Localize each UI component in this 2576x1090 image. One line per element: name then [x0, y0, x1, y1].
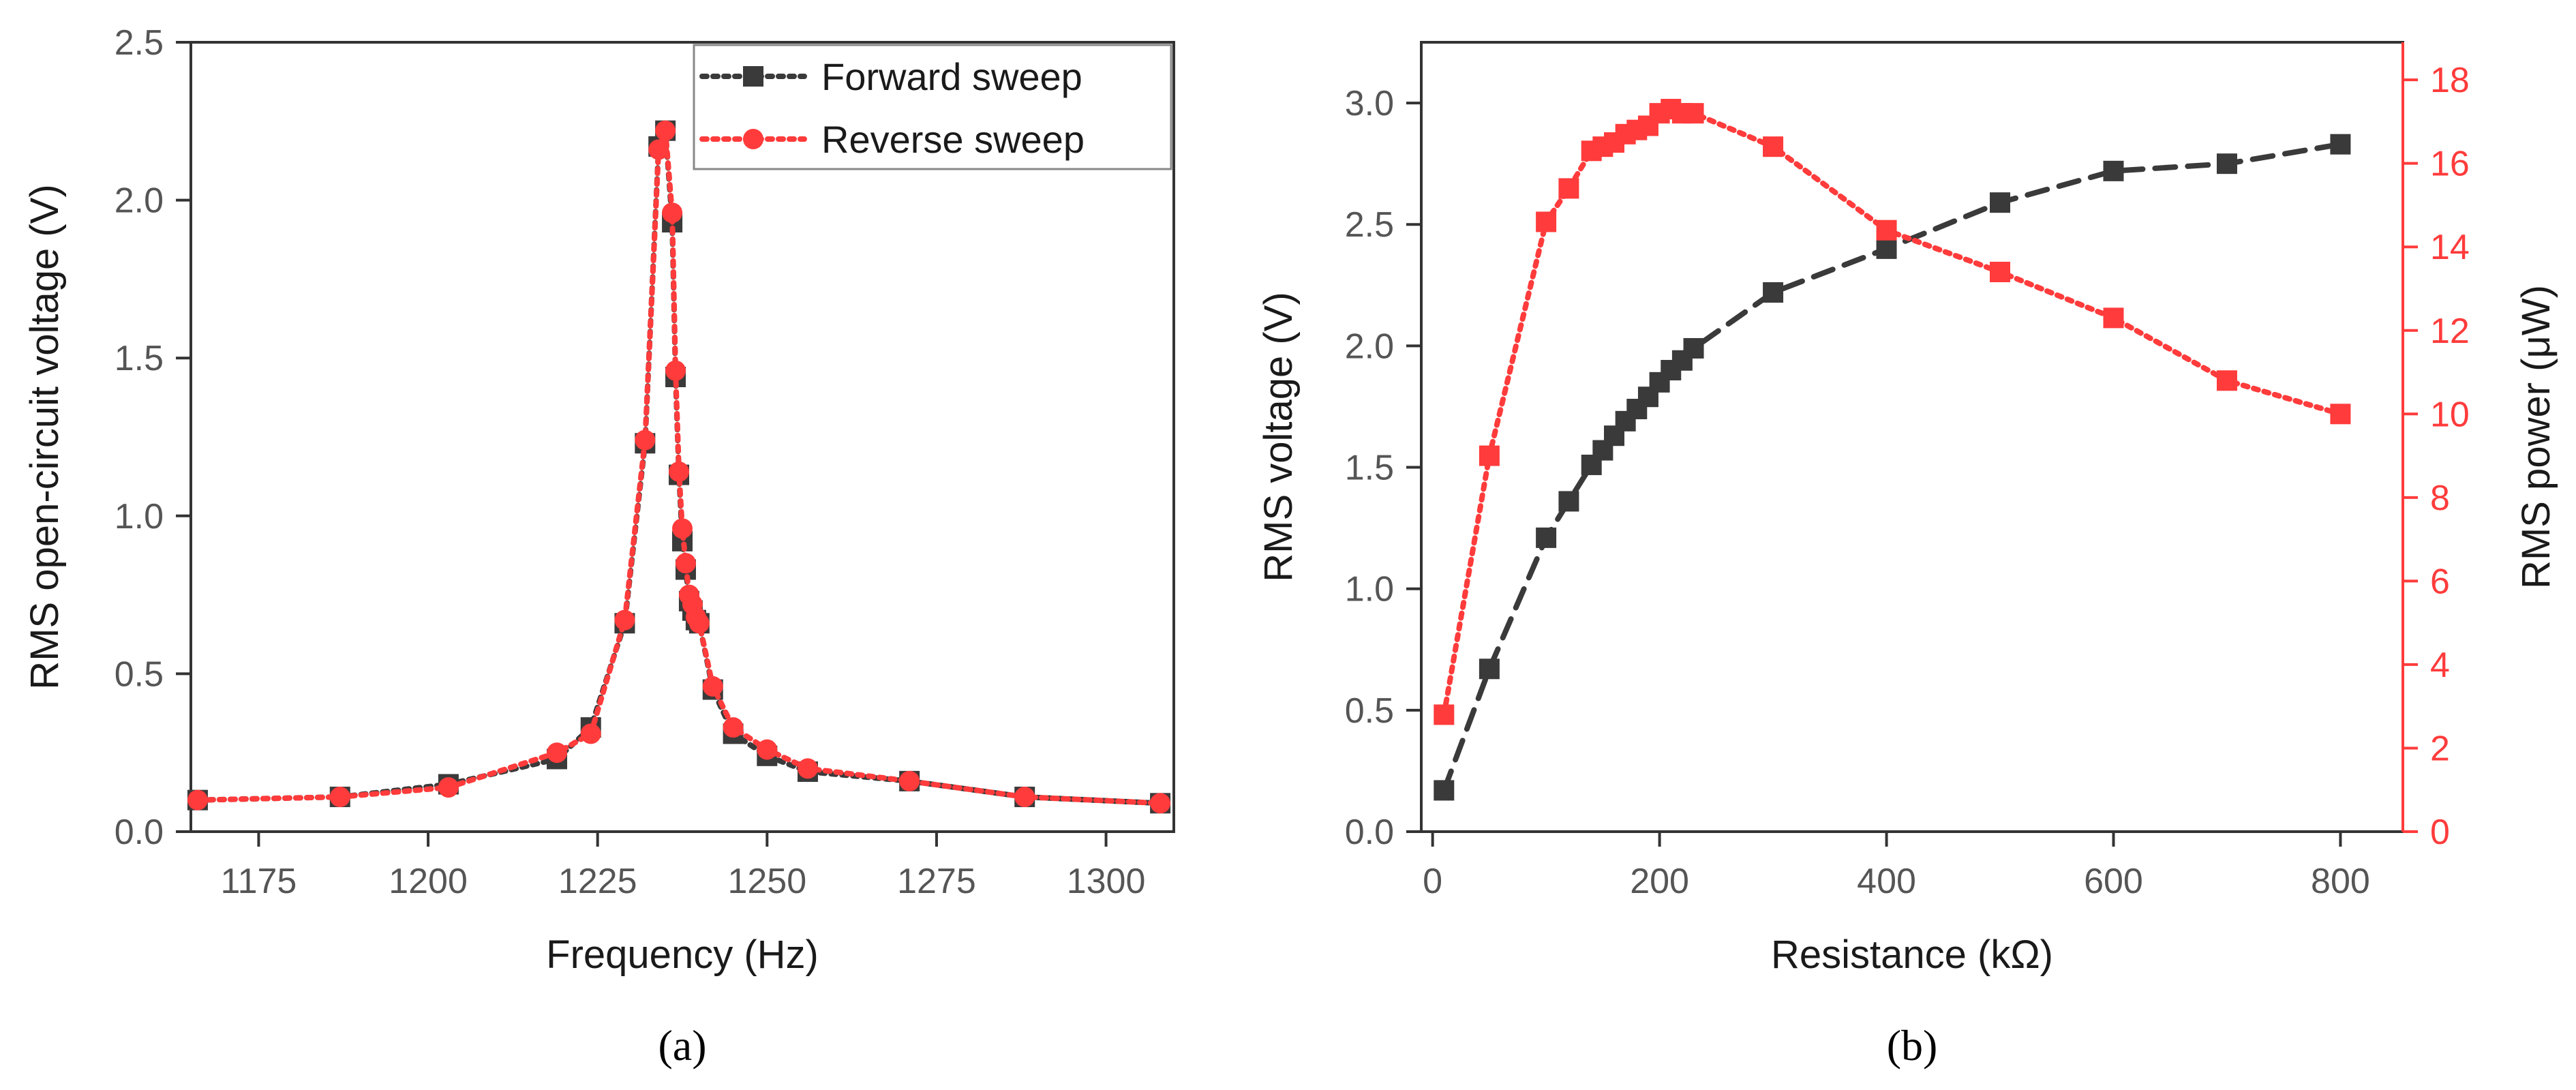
- panel-b-series-0-point-13: [1683, 337, 1704, 359]
- panel-b-x-tick-label-4: 800: [2311, 862, 2370, 901]
- panel-a-plot-frame: [190, 41, 1175, 833]
- panel-b-y-tick-label-4: 2.0: [1345, 327, 1394, 366]
- panel-b-series-0-point-2: [1536, 527, 1557, 548]
- panel-a-series-1-point-18: [702, 676, 723, 697]
- panel-b-series-1-point-16: [1990, 261, 2011, 282]
- panel-a-y-tick-label-5: 2.5: [115, 23, 164, 63]
- panel-a-series-1-point-20: [757, 739, 778, 760]
- panel-b-y2-tick-label-4: 8: [2430, 479, 2450, 518]
- panel-a-x-axis-label: Frequency (Hz): [546, 933, 819, 977]
- panel-a-y-tick-label-0: 0.0: [115, 813, 164, 852]
- panel-b-x-tick-label-1: 200: [1630, 862, 1689, 901]
- panel-a-y-tick-label-3: 1.5: [115, 339, 164, 378]
- panel-a-x-tick-label-3: 1250: [727, 862, 806, 901]
- panel-a-y-tick-label-2: 1.0: [115, 497, 164, 536]
- panel-b-y2-tick-label-7: 14: [2430, 228, 2470, 267]
- panel-a-series-1-point-5: [614, 609, 635, 631]
- panel-a-y-tick-label-1: 0.5: [115, 654, 164, 694]
- panel-a-series-1-point-24: [1150, 793, 1171, 814]
- panel-b-y-tick-label-1: 0.5: [1345, 691, 1394, 731]
- panel-a-legend-marker-1: [743, 129, 763, 149]
- panel-b-series-0-point-17: [2103, 160, 2124, 181]
- panel-b-y2-tick-label-1: 2: [2430, 729, 2450, 768]
- panel-b-series-1-point-0: [1434, 704, 1455, 725]
- panel-b-y-tick-label-3: 1.5: [1345, 449, 1394, 488]
- panel-a-series-1-point-11: [669, 461, 690, 482]
- panel-b-label: (b): [1887, 1021, 1938, 1070]
- panel-b-series-1-point-17: [2103, 307, 2124, 329]
- panel-a-series-1-point-1: [329, 787, 350, 808]
- panel-a-series-1-point-9: [662, 202, 683, 224]
- panel-b-left-y-axis-label: RMS voltage (V): [1256, 292, 1301, 581]
- panel-a-series-1-point-0: [187, 789, 208, 811]
- panel-b-y2-tick-label-0: 0: [2430, 813, 2450, 852]
- panel-b-y2-tick-label-8: 16: [2430, 145, 2470, 184]
- panel-b-series-0-point-0: [1434, 780, 1455, 801]
- panel-b-series-0-point-16: [1990, 192, 2011, 213]
- panel-b-series-1-point-13: [1683, 103, 1704, 124]
- panel-b-y2-tick-label-3: 6: [2430, 562, 2450, 601]
- panel-b-y2-tick-label-2: 4: [2430, 646, 2450, 685]
- panel-a-series-1-point-23: [1014, 787, 1035, 808]
- panel-b-series-1-point-18: [2216, 370, 2237, 391]
- panel-a-x-tick-label-1: 1200: [389, 862, 468, 901]
- panel-a-series-1-point-19: [723, 717, 744, 738]
- panel-b-y-tick-label-0: 0.0: [1345, 813, 1394, 852]
- panel-a-series-1-point-17: [688, 613, 710, 634]
- panel-a-series-1-point-3: [547, 742, 568, 763]
- panel-a-series-1-point-13: [675, 553, 696, 574]
- panel-b-series-1-point-3: [1558, 178, 1579, 199]
- panel-b-series-1-point-15: [1876, 219, 1897, 241]
- panel-a-legend: Forward sweep Reverse sweep: [693, 44, 1172, 170]
- panel-a-series-1-point-21: [797, 758, 818, 779]
- panel-a-legend-box: [693, 44, 1172, 170]
- panel-b-y2-tick-label-9: 18: [2430, 61, 2470, 100]
- panel-b-right-y-axis-label: RMS power (μW): [2514, 285, 2558, 589]
- panel-b-y2-tick-label-6: 12: [2430, 312, 2470, 351]
- panel-b-y-tick-label-5: 2.5: [1345, 205, 1394, 245]
- panel-b-series-0-point-1: [1479, 658, 1500, 680]
- chart-panel-a: 1175 1200 1225 1250 1275 1300 0.0 0.5 1.0 1.5 2.0 2…: [22, 23, 1175, 1070]
- panel-b-y-tick-label-2: 1.0: [1345, 570, 1394, 609]
- panel-a-series-1-point-4: [580, 723, 601, 744]
- panel-b-series-1-point-1: [1479, 445, 1500, 466]
- panel-b-y-tick-label-6: 3.0: [1345, 84, 1394, 123]
- panel-b-x-axis-label: Resistance (kΩ): [1771, 933, 2053, 977]
- panel-a-series-1-point-2: [438, 777, 459, 798]
- panel-a-x-tick-label-4: 1275: [897, 862, 976, 901]
- panel-a-legend-label-0: Forward sweep: [821, 55, 1082, 98]
- panel-a-series-1-point-10: [665, 360, 686, 381]
- panel-a-series-1-point-22: [899, 770, 920, 791]
- panel-a-x-tick-label-0: 1175: [221, 862, 297, 901]
- panel-b-series-1-point-19: [2330, 404, 2351, 425]
- panel-a-x-tick-label-2: 1225: [558, 862, 637, 901]
- panel-a-series-1-point-12: [672, 518, 693, 539]
- panel-b-series-0-point-3: [1558, 491, 1579, 512]
- panel-a-y-tick-label-4: 2.0: [115, 181, 164, 221]
- panel-b-x-tick-label-2: 400: [1857, 862, 1916, 901]
- panel-a-series-1-point-6: [635, 429, 656, 451]
- panel-b-x-tick-label-0: 0: [1423, 862, 1442, 901]
- panel-b-series-1-point-14: [1763, 136, 1784, 157]
- panel-b-series-0-point-14: [1763, 282, 1784, 303]
- panel-a-series-1-point-8: [655, 120, 676, 141]
- panel-a-legend-label-1: Reverse sweep: [821, 118, 1085, 161]
- panel-a-label: (a): [658, 1021, 706, 1070]
- panel-b-series-1-point-2: [1536, 211, 1557, 232]
- panel-b-y2-tick-label-5: 10: [2430, 395, 2470, 434]
- panel-b-series-0-point-18: [2216, 153, 2237, 175]
- panel-a-legend-marker-0: [743, 66, 763, 87]
- panel-b-x-tick-label-3: 600: [2084, 862, 2143, 901]
- panel-a-y-axis-label: RMS open-circuit voltage (V): [22, 184, 67, 689]
- panel-b-series-0-point-15: [1876, 238, 1897, 259]
- panel-b-series-0-point-19: [2330, 134, 2351, 155]
- panel-a-series-1-point-7: [648, 139, 669, 160]
- panel-b-series-line-1: [1441, 106, 2344, 718]
- chart-panel-b: 0 200 400 600 800 0.0 0.5 1.0 1.5 2.0 2.5 3.0 0 2 4 6 8 1…: [1256, 41, 2558, 1070]
- panel-a-x-tick-label-5: 1300: [1067, 862, 1146, 901]
